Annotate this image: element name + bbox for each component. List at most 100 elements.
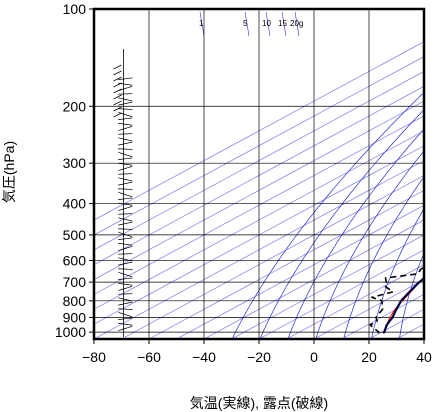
wind-barb — [118, 162, 124, 165]
mixing-ratio-label: 15 — [278, 19, 287, 28]
wind-barb — [123, 123, 133, 126]
wind-barb — [123, 157, 133, 160]
wind-barb — [118, 168, 124, 171]
wind-barb — [113, 94, 122, 100]
y-tick-label: 800 — [63, 293, 87, 309]
x-tick-label: 40 — [416, 349, 432, 365]
wind-barb — [118, 322, 124, 325]
wind-barb — [113, 106, 122, 112]
x-tick-label: −40 — [192, 349, 216, 365]
isotherm-line — [94, 41, 424, 221]
wind-barb — [118, 122, 124, 125]
wind-barb — [123, 301, 133, 305]
wind-barb — [118, 143, 124, 146]
x-tick-label: −60 — [137, 349, 161, 365]
wind-barb — [123, 101, 133, 105]
isotherm-line — [313, 279, 424, 339]
isotherm-line — [148, 189, 424, 339]
wind-barb — [123, 166, 133, 170]
wind-barb — [123, 313, 133, 318]
wind-barb — [118, 257, 124, 260]
wind-barb — [118, 217, 124, 220]
wind-barb — [118, 278, 124, 281]
y-axis-title: 気圧(hPa) — [1, 141, 17, 203]
wind-barb — [123, 141, 133, 145]
wind-barb — [123, 153, 133, 158]
wind-barb — [123, 283, 133, 286]
wind-barb — [123, 317, 133, 320]
wind-barb — [118, 271, 124, 275]
mixing-ratio-line — [281, 11, 287, 37]
wind-barb — [123, 273, 133, 278]
wind-barb — [123, 77, 133, 80]
wind-barb — [118, 318, 124, 321]
isotherm-line — [94, 115, 424, 295]
wind-barb — [118, 288, 124, 291]
isotherm-line — [396, 323, 424, 339]
wind-barb — [118, 158, 124, 161]
wind-barb — [123, 197, 133, 200]
dry-adiabat-line — [287, 128, 424, 339]
wind-barb — [118, 198, 124, 201]
wind-barb — [118, 103, 124, 106]
isotherm-line — [121, 175, 424, 339]
wind-barb — [123, 277, 133, 280]
y-tick-label: 900 — [63, 309, 87, 325]
wind-barb — [123, 193, 133, 198]
wind-barb — [113, 82, 122, 88]
isotherm-line — [94, 100, 424, 280]
parcel-line — [382, 276, 424, 334]
wind-barb — [118, 128, 124, 131]
dewpoint-line — [369, 266, 424, 334]
wind-barb — [123, 98, 133, 102]
wind-barb — [123, 218, 133, 222]
isotherm-line — [94, 71, 424, 251]
isotherm-line — [203, 219, 424, 339]
wind-barb — [123, 181, 133, 185]
temperature-line — [382, 277, 424, 334]
wind-barb — [123, 286, 133, 290]
wind-barb — [123, 117, 133, 120]
wind-barb — [123, 258, 133, 262]
x-tick-label: 0 — [310, 349, 318, 365]
wind-barb — [118, 208, 124, 211]
wind-barb — [123, 113, 133, 118]
wind-barb — [123, 298, 133, 302]
mixing-ratio-label: 5 — [243, 19, 248, 28]
wind-barb — [118, 238, 124, 241]
wind-barb — [118, 263, 124, 266]
dry-adiabat-line — [371, 208, 424, 339]
isotherm-line — [286, 264, 424, 339]
wind-barb — [123, 237, 133, 240]
dry-adiabat-line — [315, 150, 424, 339]
wind-barb — [118, 297, 124, 300]
x-tick-label: −80 — [82, 349, 106, 365]
mixing-ratio-label: 1 — [199, 19, 204, 28]
isotherm-line — [423, 338, 424, 339]
wind-barb — [123, 206, 133, 210]
wind-barb — [113, 70, 122, 76]
mixing-ratio-labels: 1 5 10 15 20g — [199, 19, 303, 28]
y-tick-label: 1000 — [55, 324, 86, 340]
isotherm-line — [94, 56, 424, 236]
wind-barb — [118, 78, 124, 81]
wind-barb — [113, 88, 122, 94]
dry-adiabat-line — [399, 252, 424, 339]
wind-barb — [113, 112, 122, 118]
wind-barb — [118, 202, 124, 205]
wind-barb — [118, 311, 124, 315]
x-tick-label: −20 — [247, 349, 271, 365]
wind-barb — [118, 231, 124, 235]
mixing-ratio-label: 20g — [290, 19, 303, 28]
wind-barb — [118, 223, 124, 226]
wind-barb — [113, 64, 122, 70]
dry-adiabat-line — [231, 91, 424, 339]
wind-barb — [123, 138, 133, 142]
y-tick-label: 400 — [63, 196, 87, 212]
background-lines — [94, 11, 424, 339]
wind-barb — [118, 303, 124, 306]
y-tick-label: 200 — [63, 98, 87, 114]
y-tick-label: 100 — [63, 1, 87, 17]
isotherm-line — [176, 204, 424, 339]
